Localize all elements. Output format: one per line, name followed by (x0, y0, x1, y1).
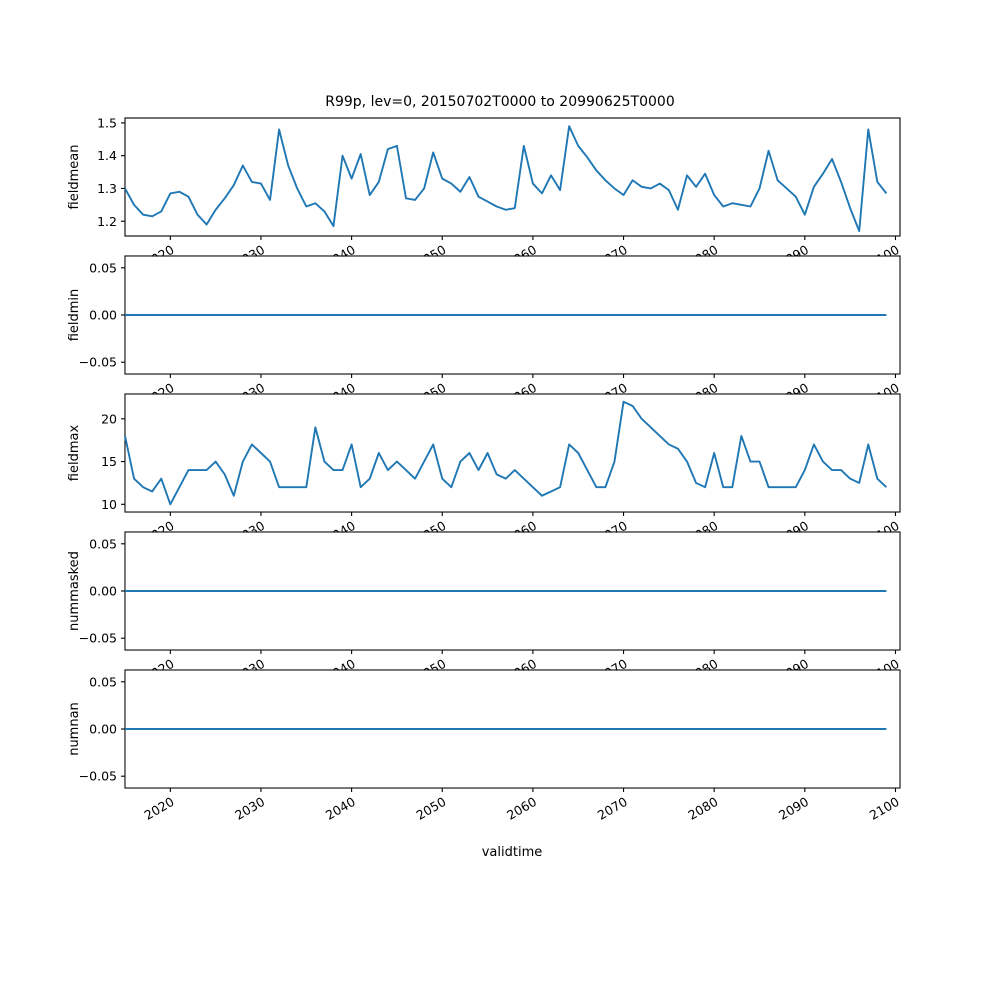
y-axis-label-fieldmean: fieldmean (67, 145, 82, 210)
figure-title: R99p, lev=0, 20150702T0000 to 20990625T0… (325, 94, 675, 110)
y-axis-label-fieldmin: fieldmin (67, 289, 82, 342)
y-axis-label-fieldmax: fieldmax (67, 425, 82, 482)
axes-frame-fieldmax (124, 393, 901, 513)
data-line-fieldmean (124, 125, 888, 233)
x-axis-label: validtime (482, 845, 543, 860)
y-tick-label: 0.00 (89, 722, 117, 737)
y-tick-label: 10 (101, 497, 117, 512)
y-tick-label: −0.05 (79, 355, 117, 370)
y-axis-label-nummasked: nummasked (67, 551, 82, 631)
y-tick-label: −0.05 (79, 769, 117, 784)
data-line-fieldmax (124, 400, 888, 506)
y-tick-label: 0.00 (89, 584, 117, 599)
y-tick-label: 1.2 (97, 214, 117, 229)
panel-mask (125, 394, 900, 512)
y-tick-label: 0.05 (89, 674, 117, 689)
y-axis-label-numnan: numnan (67, 702, 82, 756)
axes-frame-fieldmean (124, 117, 901, 237)
y-tick-label: 0.05 (89, 260, 117, 275)
y-tick-label: 1.5 (97, 115, 117, 130)
y-tick-label: 20 (101, 411, 117, 426)
y-tick-label: 1.4 (97, 148, 117, 163)
y-tick-label: −0.05 (79, 631, 117, 646)
y-tick-label: 1.3 (97, 181, 117, 196)
y-tick-label: 0.00 (89, 308, 117, 323)
y-tick-label: 0.05 (89, 536, 117, 551)
y-tick-label: 15 (101, 454, 117, 469)
